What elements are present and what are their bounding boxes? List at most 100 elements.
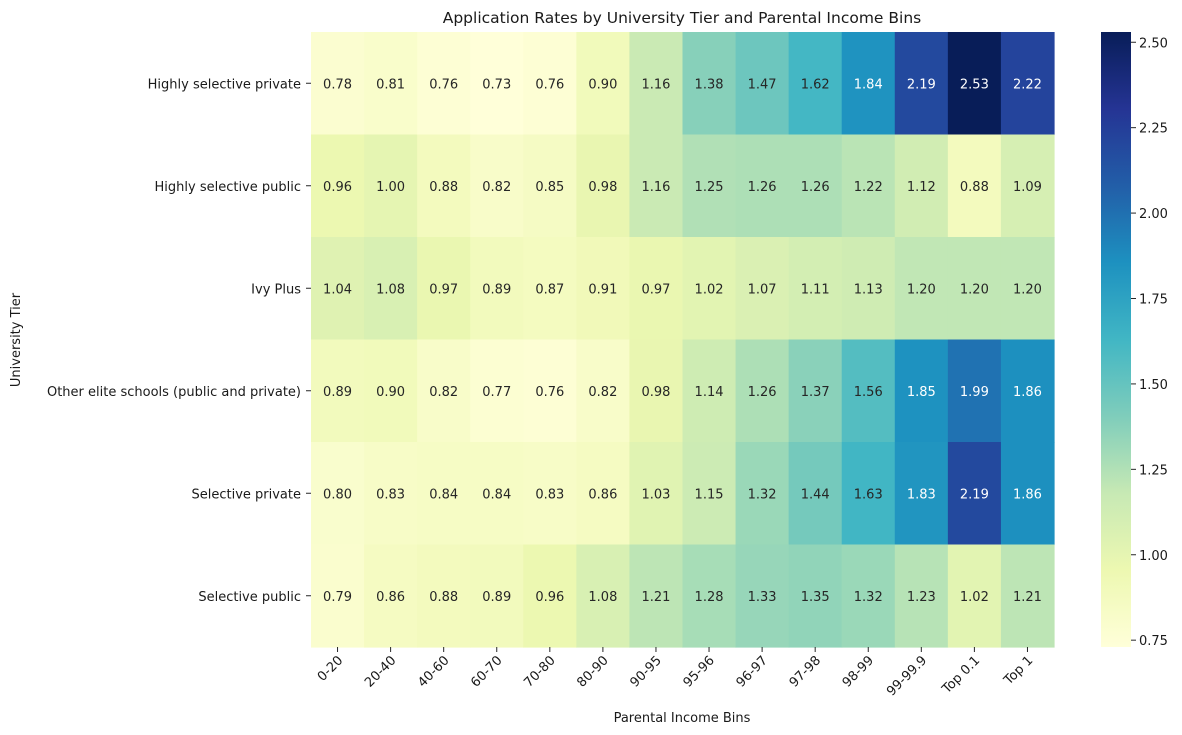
cell-value-label: 0.85 (535, 180, 564, 195)
heatmap-cell (470, 32, 524, 136)
heatmap-cell (576, 134, 631, 238)
colorbar: 0.75 1.00 1.25 1.50 1.75 2.00 2.25 2.50 (1101, 32, 1168, 649)
colorbar-tick-label: 1.00 (1139, 549, 1168, 564)
cell-value-label: 1.16 (641, 180, 670, 195)
heatmap-cell (894, 544, 949, 648)
cell-value-label: 0.89 (323, 385, 352, 400)
heatmap-cell (523, 544, 577, 648)
cell-value-label: 1.04 (323, 282, 352, 297)
x-tick-label: 40-60 (415, 653, 452, 690)
heatmap-cell (470, 339, 524, 443)
heatmap-cell (364, 442, 418, 546)
x-tick-label: 96-97 (734, 653, 771, 690)
heatmap-cell (470, 442, 524, 546)
heatmap-cell (894, 237, 949, 341)
cell-value-label: 1.63 (854, 487, 883, 502)
heatmap-cell (947, 544, 1002, 648)
heatmap-cell (788, 134, 843, 238)
heatmap-cell (788, 237, 843, 341)
x-tick-label: 0-20 (315, 653, 346, 684)
cell-value-label: 1.44 (801, 487, 830, 502)
heatmap-cell (841, 339, 896, 443)
cell-value-label: 0.89 (482, 590, 511, 605)
heatmap-cell (947, 134, 1002, 238)
heatmap-cell (629, 544, 684, 648)
y-axis-label: University Tier (9, 292, 24, 387)
heatmap-cell (629, 134, 684, 238)
heatmap-cell (576, 339, 631, 443)
cell-value-label: 0.96 (323, 180, 352, 195)
heatmap-cell (894, 32, 949, 136)
cell-value-label: 0.90 (376, 385, 405, 400)
cell-value-label: 0.86 (376, 590, 405, 605)
colorbar-tick-label: 2.50 (1139, 36, 1168, 51)
colorbar-tick-label: 1.25 (1139, 463, 1168, 478)
cell-value-label: 1.56 (854, 385, 883, 400)
cell-value-label: 1.86 (1013, 487, 1042, 502)
heatmap-cell (523, 339, 577, 443)
heatmap-cell (947, 32, 1002, 136)
chart-title: Application Rates by University Tier and… (443, 9, 922, 27)
y-tick-label: Other elite schools (public and private) (47, 385, 301, 400)
cell-value-label: 0.98 (641, 385, 670, 400)
cell-value-label: 1.07 (748, 282, 777, 297)
heatmap-cell (1000, 32, 1055, 136)
cell-value-label: 0.84 (482, 487, 511, 502)
heatmap-cell (841, 237, 896, 341)
heatmap-cell (311, 134, 365, 238)
cell-value-label: 1.26 (748, 385, 777, 400)
cell-value-label: 0.97 (429, 282, 458, 297)
heatmap-cell (576, 442, 631, 546)
heatmap-cell (417, 237, 471, 341)
heatmap-cell (576, 544, 631, 648)
colorbar-tick-label: 1.75 (1139, 293, 1168, 308)
cell-value-label: 0.77 (482, 385, 511, 400)
y-tick-label: Highly selective private (148, 77, 301, 92)
y-tick-labels: Highly selective private Highly selective… (47, 77, 311, 605)
heatmap-cell (417, 134, 471, 238)
heatmap-cell (417, 32, 471, 136)
heatmap-cell (841, 32, 896, 136)
cell-value-label: 0.91 (588, 282, 617, 297)
colorbar-gradient (1101, 32, 1131, 647)
heatmap-cell (947, 237, 1002, 341)
cell-value-label: 0.76 (535, 385, 564, 400)
x-tick-label: Top 0.1 (939, 653, 983, 697)
cell-value-label: 0.81 (376, 77, 405, 92)
cell-value-label: 1.62 (801, 77, 830, 92)
cell-value-label: 1.47 (748, 77, 777, 92)
heatmap-cell (735, 442, 790, 546)
cell-value-label: 2.19 (907, 77, 936, 92)
heatmap-cell (311, 32, 365, 136)
cell-value-label: 1.25 (695, 180, 724, 195)
y-tick-label: Selective private (191, 487, 301, 502)
heatmap-cell (1000, 134, 1055, 238)
y-tick-label: Selective public (198, 590, 301, 605)
heatmap-cell (364, 32, 418, 136)
cell-value-label: 0.86 (588, 487, 617, 502)
heatmap-cell (576, 32, 631, 136)
colorbar-tick-label: 0.75 (1139, 634, 1168, 649)
cell-value-label: 2.53 (960, 77, 989, 92)
x-tick-label: 80-90 (574, 653, 611, 690)
heatmap-cells: 0.78 0.81 0.76 0.73 0.76 0.90 1.16 1.38 1.47 1.62… (311, 32, 1055, 648)
cell-value-label: 1.08 (588, 590, 617, 605)
cell-value-label: 0.90 (588, 77, 617, 92)
heatmap-cell (841, 544, 896, 648)
cell-value-label: 1.14 (695, 385, 724, 400)
x-axis-label: Parental Income Bins (614, 711, 751, 726)
heatmap-cell (735, 544, 790, 648)
heatmap-cell (417, 544, 471, 648)
cell-value-label: 0.82 (482, 180, 511, 195)
heatmap-cell (788, 544, 843, 648)
heatmap-cell (629, 442, 684, 546)
colorbar-tick-label: 2.25 (1139, 122, 1168, 137)
cell-value-label: 2.19 (960, 487, 989, 502)
x-tick-label: 70-80 (521, 653, 558, 690)
cell-value-label: 0.88 (429, 590, 458, 605)
cell-value-label: 1.15 (695, 487, 724, 502)
heatmap-cell (629, 32, 684, 136)
heatmap-cell (470, 134, 524, 238)
colorbar-tick-label: 1.50 (1139, 378, 1168, 393)
